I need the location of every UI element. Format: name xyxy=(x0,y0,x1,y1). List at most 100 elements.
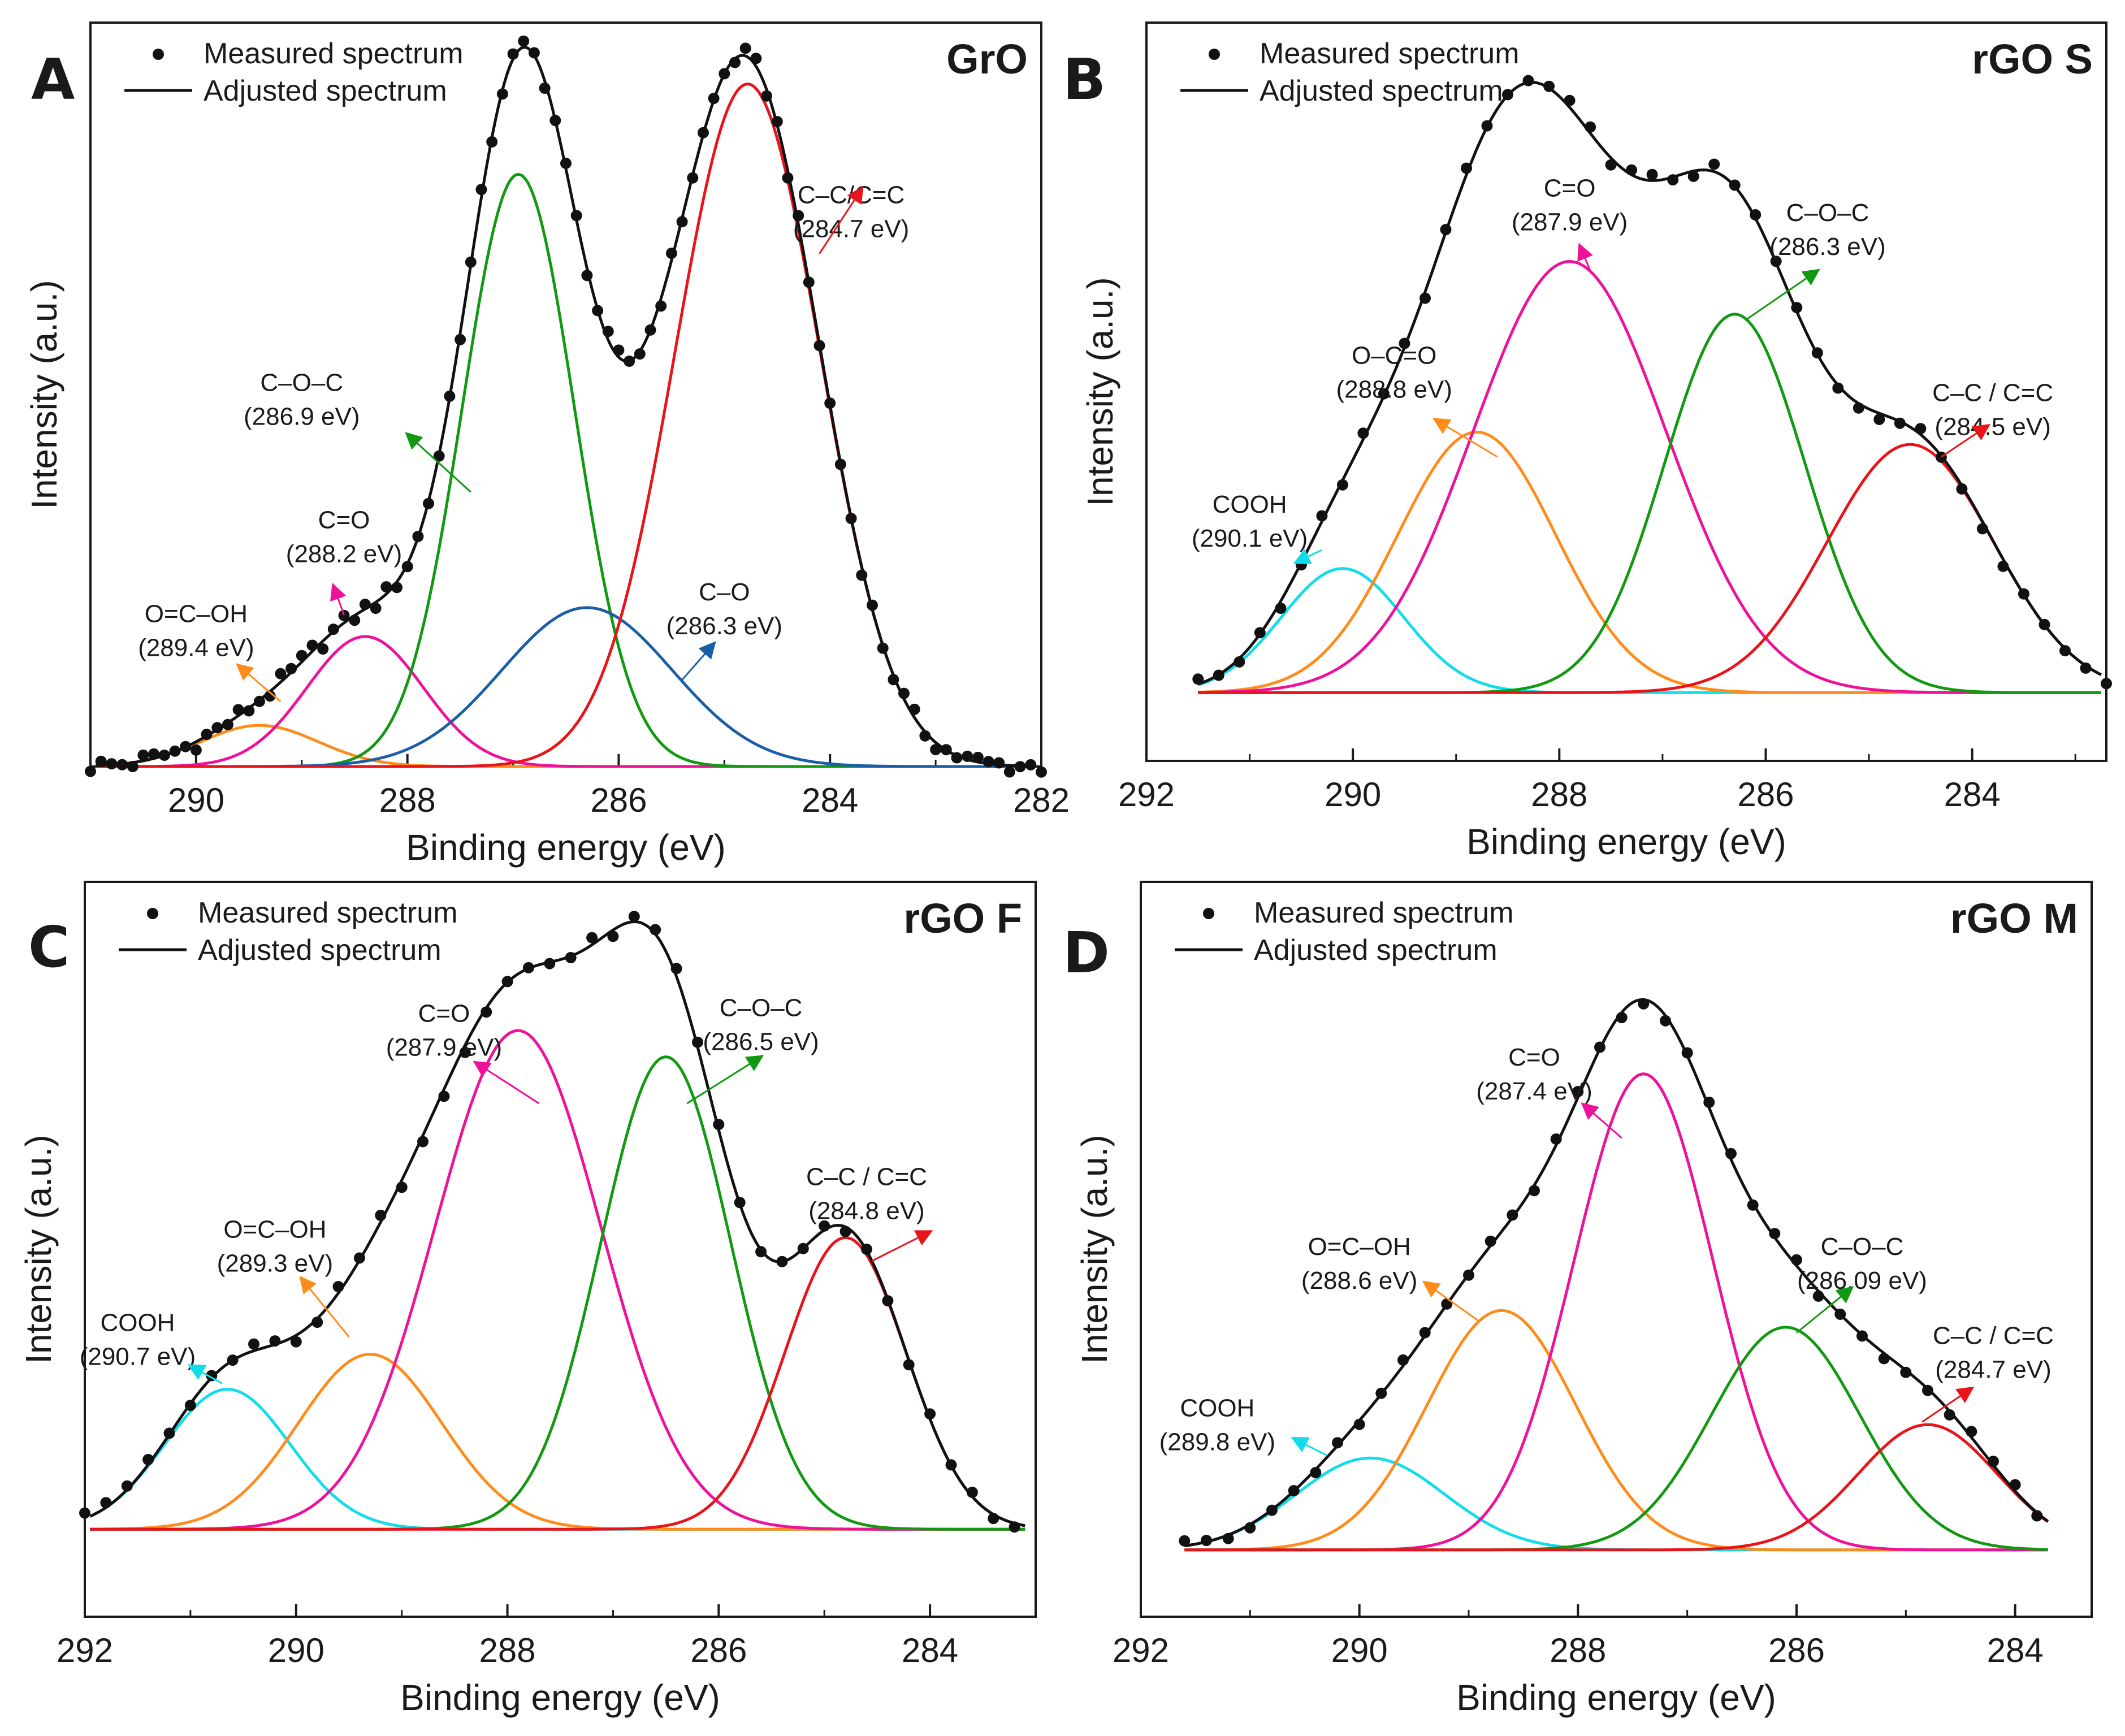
measured-point xyxy=(1550,1133,1562,1145)
peak-arrow xyxy=(187,1364,223,1384)
peak-label-name: COOH xyxy=(1213,491,1287,518)
measured-point xyxy=(2080,662,2092,674)
adjusted-spectrum-line xyxy=(1197,81,2102,686)
measured-point xyxy=(1687,170,1699,182)
measured-point xyxy=(1894,417,1906,429)
measured-point xyxy=(803,276,815,288)
measured-point xyxy=(1935,451,1947,463)
measured-point xyxy=(1681,1047,1693,1059)
measured-point xyxy=(359,599,371,611)
peak-label-energy: (286.5 eV) xyxy=(703,1028,819,1055)
peak-label-name: O=C–OH xyxy=(1308,1233,1411,1261)
measured-point xyxy=(739,42,751,54)
measured-point xyxy=(713,1119,725,1131)
measured-point xyxy=(813,340,825,352)
panel-letter: B xyxy=(1063,46,1106,112)
measured-point xyxy=(692,1036,703,1048)
measured-point xyxy=(1878,1353,1890,1365)
component-curve-c-c-c-c xyxy=(90,1236,1025,1531)
peak-label-energy: (286.3 eV) xyxy=(1769,233,1885,261)
measured-point xyxy=(100,1497,112,1509)
x-axis-label: Binding energy (eV) xyxy=(400,1677,720,1718)
peak-label-energy: (289.4 eV) xyxy=(138,634,254,661)
measured-point xyxy=(1543,80,1555,92)
measured-point xyxy=(391,582,403,594)
measured-point xyxy=(1750,209,1762,220)
x-tick-label: 284 xyxy=(802,781,858,819)
measured-point xyxy=(1729,179,1741,191)
measured-point xyxy=(1025,759,1037,770)
measured-point xyxy=(1966,1426,1977,1438)
measured-point xyxy=(1747,1199,1759,1211)
peak-label-energy: (287.9 eV) xyxy=(386,1034,502,1062)
peak-label-energy: (290.1 eV) xyxy=(1192,525,1308,552)
measured-point xyxy=(607,930,619,942)
peak-label-energy: (287.4 eV) xyxy=(1476,1077,1592,1105)
measured-point xyxy=(1834,1308,1846,1320)
component-curve-c-o xyxy=(1198,260,2101,694)
measured-point xyxy=(1009,1521,1020,1533)
measured-point xyxy=(734,1197,746,1209)
peak-label-name: C–C / C=C xyxy=(1932,379,2053,406)
measured-point xyxy=(565,952,577,963)
plot-frame xyxy=(84,881,1037,1618)
measured-point xyxy=(158,750,170,761)
measured-point xyxy=(1638,998,1650,1010)
peak-arrow xyxy=(1422,1280,1481,1323)
peak-arrow xyxy=(236,663,282,703)
x-axis-label: Binding energy (eV) xyxy=(406,827,726,868)
peak-arrow xyxy=(330,582,347,616)
measured-point xyxy=(375,1210,387,1221)
measured-point xyxy=(1461,162,1472,174)
peak-arrow xyxy=(299,1275,350,1337)
measured-point xyxy=(782,172,794,184)
sample-title: rGO S xyxy=(1972,36,2093,83)
component-curve-c-c-c-c xyxy=(1184,1423,2049,1552)
measured-point xyxy=(1481,120,1493,132)
measured-point xyxy=(1222,1532,1234,1544)
peak-arrow xyxy=(1577,243,1593,271)
measured-point xyxy=(797,1243,809,1254)
legend-label-measured: Measured spectrum xyxy=(198,897,458,929)
x-tick-label: 282 xyxy=(1013,781,1070,819)
x-tick-label: 288 xyxy=(1531,776,1587,813)
measured-point xyxy=(396,1181,408,1193)
measured-point xyxy=(1463,1269,1474,1281)
measured-point xyxy=(85,765,96,777)
measured-point xyxy=(349,614,361,626)
x-tick-label: 284 xyxy=(1987,1631,2044,1669)
measured-point xyxy=(1856,1330,1868,1342)
panel-letter: D xyxy=(1063,920,1110,986)
measured-point xyxy=(1192,673,1204,685)
adjusted-spectrum-line xyxy=(89,920,1025,1527)
x-axis-label: Binding energy (eV) xyxy=(1466,821,1786,862)
measured-point xyxy=(1375,1387,1387,1399)
measured-point xyxy=(227,1354,239,1366)
measured-point xyxy=(750,53,762,64)
measured-point xyxy=(370,603,382,614)
peak-arrow xyxy=(871,1230,933,1262)
measured-point xyxy=(1234,656,1245,668)
measured-point xyxy=(201,729,213,741)
measured-point xyxy=(1708,158,1720,170)
y-axis-label: Intensity (a.u.) xyxy=(1080,277,1120,506)
measured-point xyxy=(423,497,434,509)
measured-point xyxy=(1357,427,1369,439)
measured-point xyxy=(793,210,804,222)
measured-point xyxy=(190,744,202,756)
peak-label-energy: (284.7 eV) xyxy=(793,215,909,243)
measured-point xyxy=(269,1335,281,1347)
measured-point xyxy=(882,1295,894,1307)
peak-arrow xyxy=(1921,1386,1975,1423)
peak-arrow xyxy=(1293,548,1323,564)
measured-point xyxy=(222,718,233,730)
measured-point xyxy=(486,136,498,148)
legend-marker-measured xyxy=(147,908,158,919)
peak-label-energy: (289.3 eV) xyxy=(217,1249,333,1277)
measured-point xyxy=(1522,75,1534,86)
peak-label-energy: (288.2 eV) xyxy=(286,540,402,568)
measured-point xyxy=(819,1220,830,1232)
measured-point xyxy=(1646,168,1658,180)
measured-point xyxy=(248,1338,259,1350)
measured-point xyxy=(1399,337,1410,349)
